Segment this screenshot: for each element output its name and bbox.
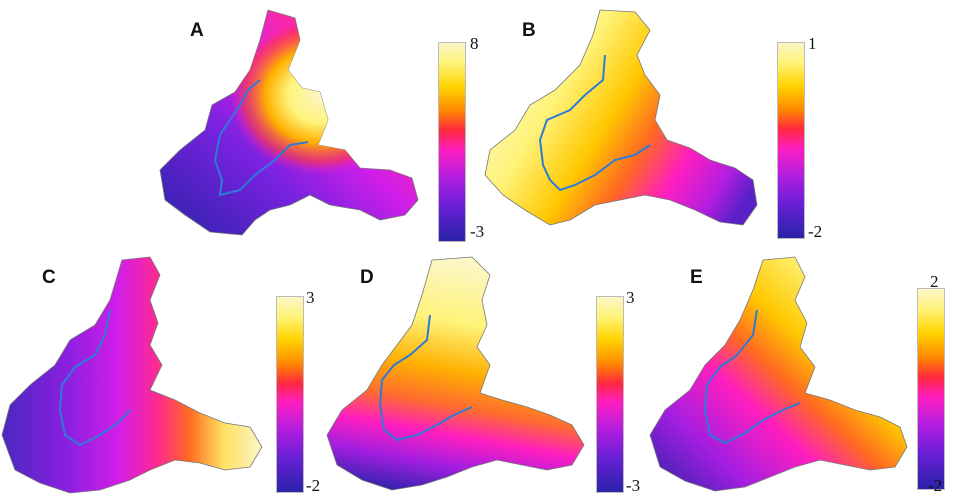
panel-letter-b: B [522, 20, 536, 41]
map-b [484, 9, 758, 226]
colorbar-b-min: -2 [808, 222, 823, 241]
colorbar-b-max: 1 [808, 34, 817, 53]
colorbar-d [596, 296, 624, 493]
map-d [326, 256, 585, 491]
colorbar-e-min: -2 [928, 476, 943, 495]
river-a [213, 79, 309, 197]
river-e [703, 309, 801, 445]
colorbar-d-min: -3 [626, 476, 641, 495]
colorbar-e [917, 288, 945, 490]
panel-letter-e: E [690, 267, 703, 288]
map-a [159, 9, 419, 236]
colorbar-c-max: 3 [306, 288, 315, 307]
colorbar-a [438, 42, 466, 242]
colorbar-a-min: -3 [470, 222, 485, 241]
colorbar-e-max: 2 [930, 272, 939, 291]
map-e [649, 256, 908, 492]
river-c [58, 309, 131, 447]
panel-letter-d: D [360, 267, 374, 288]
colorbar-c-min: -2 [306, 476, 321, 495]
panel-letter-c: C [42, 267, 56, 288]
basin-shape-b [484, 9, 758, 226]
colorbar-d-max: 3 [626, 288, 635, 307]
basin-shape-e [649, 256, 908, 492]
panel-letter-a: A [190, 20, 204, 41]
river-d [378, 314, 473, 442]
river-b [538, 54, 651, 192]
colorbar-c [276, 296, 304, 493]
colorbar-b [777, 42, 805, 239]
map-c [1, 256, 263, 494]
basin-shape-d [326, 256, 585, 491]
colorbar-a-max: 8 [470, 34, 479, 53]
basin-shape-c [1, 256, 263, 494]
